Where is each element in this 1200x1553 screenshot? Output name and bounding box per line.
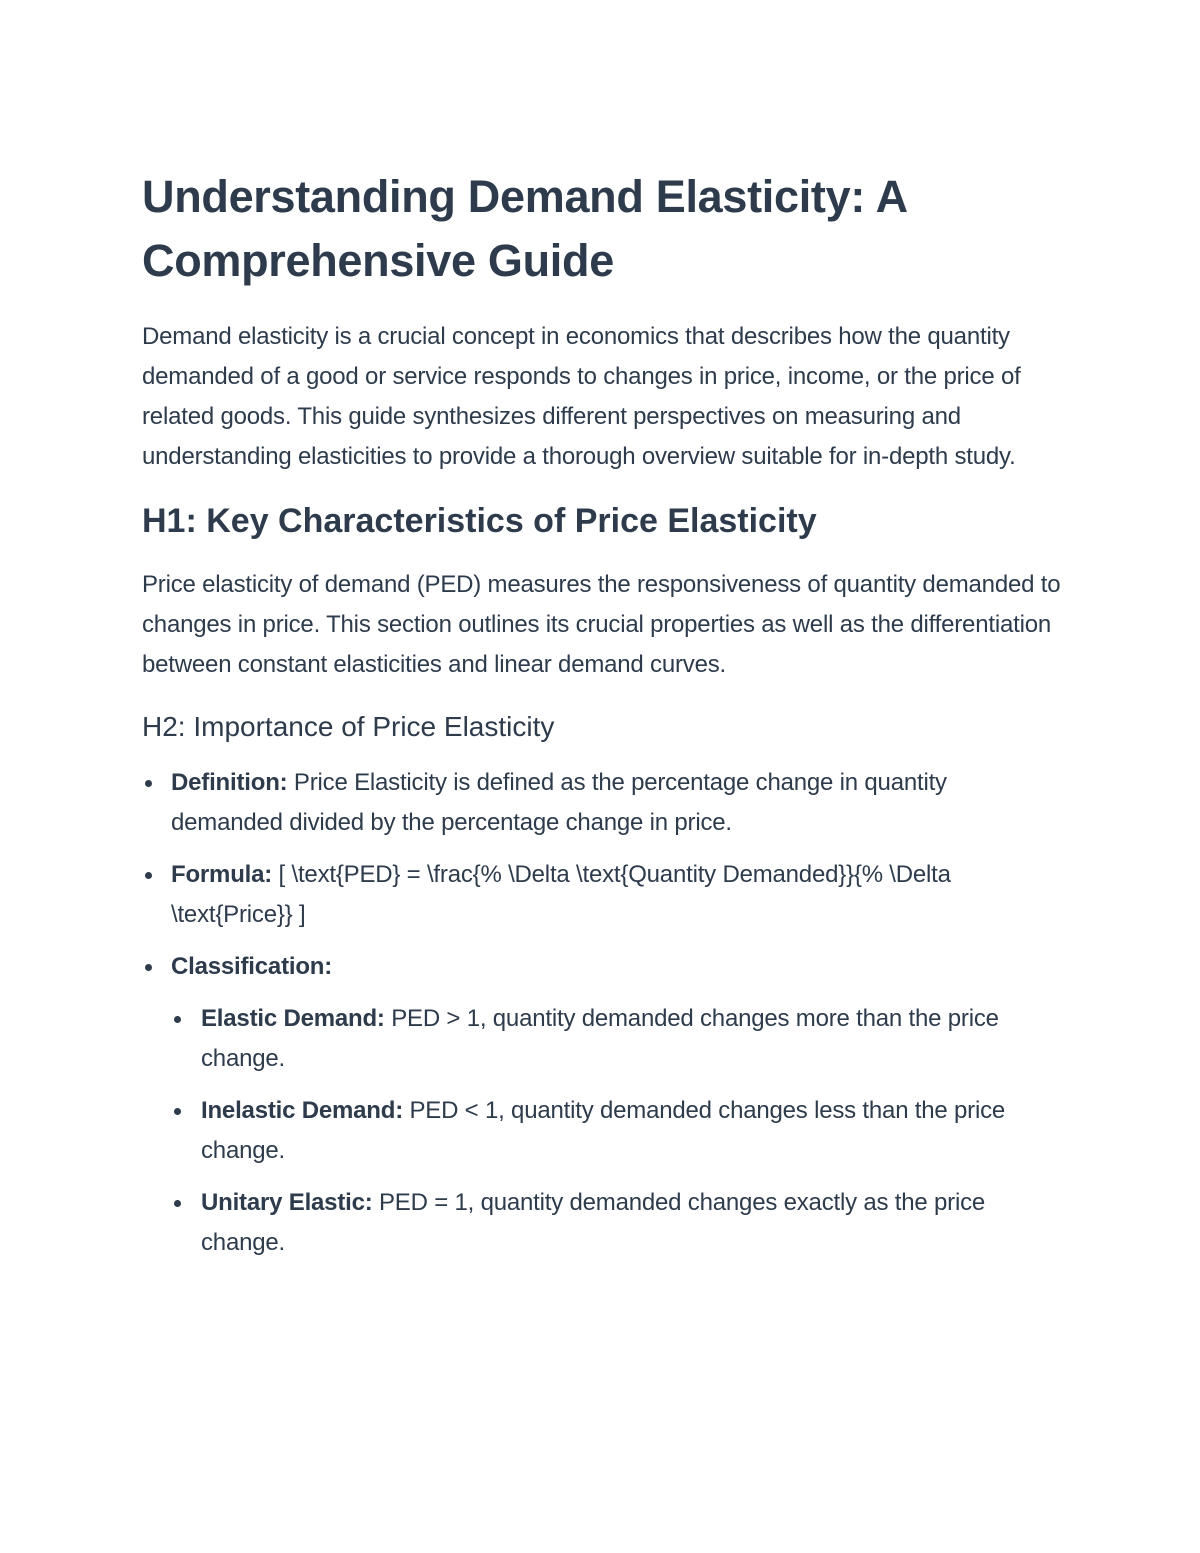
item-label: Unitary Elastic: [201, 1189, 373, 1216]
section-heading-key-characteristics: H1: Key Characteristics of Price Elastic… [142, 502, 817, 540]
list-item-formula: Formula: [ \text{PED} = \frac{% \Delta \… [142, 855, 1062, 935]
item-label: Formula: [171, 861, 273, 888]
bullet-list: Definition: Price Elasticity is defined … [142, 763, 1062, 1263]
item-text: PED > 1, quantity demanded changes more … [201, 1005, 999, 1072]
subsection-heading-importance: H2: Importance of Price Elasticity [142, 711, 555, 742]
list-item-definition: Definition: Price Elasticity is defined … [142, 763, 1062, 843]
document-page: Understanding Demand Elasticity: A Compr… [142, 165, 1062, 1275]
list-item-classification: Classification: Elastic Demand: PED > 1,… [142, 947, 1062, 1263]
item-label: Inelastic Demand: [201, 1097, 403, 1124]
list-item-elastic: Elastic Demand: PED > 1, quantity demand… [171, 999, 1062, 1079]
document-title: Understanding Demand Elasticity: A Compr… [142, 171, 907, 286]
item-label: Elastic Demand: [201, 1005, 385, 1032]
item-text: PED < 1, quantity demanded changes less … [201, 1097, 1006, 1164]
intro-paragraph: Demand elasticity is a crucial concept i… [142, 323, 1021, 470]
item-label: Definition: [171, 769, 288, 796]
item-text: PED = 1, quantity demanded changes exact… [201, 1189, 986, 1256]
list-item-inelastic: Inelastic Demand: PED < 1, quantity dema… [171, 1091, 1062, 1171]
item-text: [ \text{PED} = \frac{% \Delta \text{Quan… [171, 861, 951, 928]
item-text: Price Elasticity is defined as the perce… [171, 769, 947, 836]
item-label: Classification: [171, 953, 333, 980]
section-paragraph: Price elasticity of demand (PED) measure… [142, 571, 1061, 678]
nested-bullet-list: Elastic Demand: PED > 1, quantity demand… [171, 999, 1062, 1263]
list-item-unitary: Unitary Elastic: PED = 1, quantity deman… [171, 1183, 1062, 1263]
